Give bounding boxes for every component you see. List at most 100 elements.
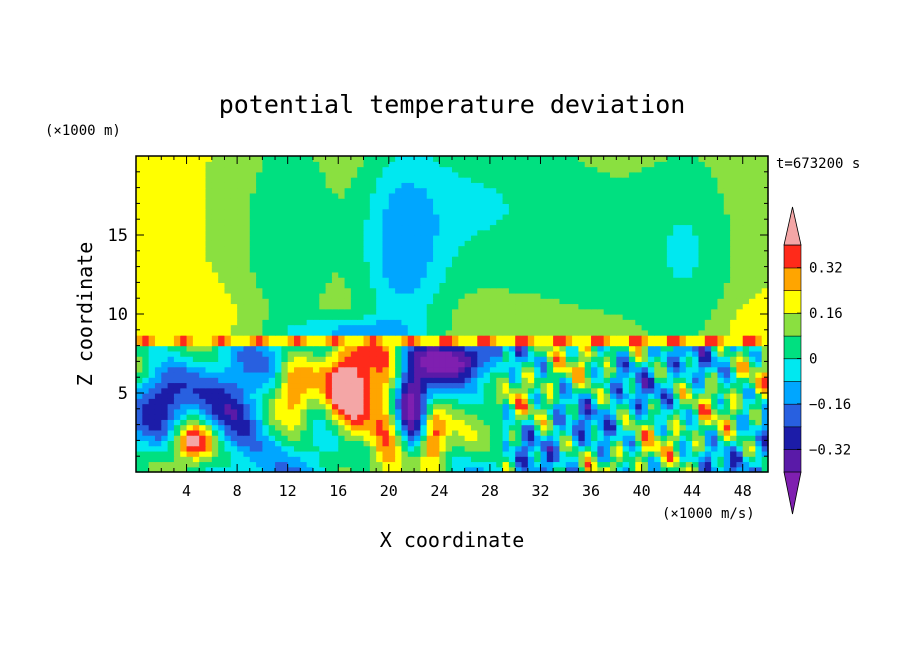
field-cell — [199, 440, 207, 447]
field-cell — [350, 371, 358, 378]
field-cell — [742, 271, 750, 278]
field-cell — [679, 219, 687, 226]
field-cell — [553, 366, 561, 373]
field-cell — [679, 398, 687, 405]
field-cell — [578, 261, 586, 268]
field-cell — [534, 298, 542, 305]
field-cell — [534, 229, 542, 236]
field-cell — [256, 466, 263, 473]
field-cell — [736, 213, 744, 220]
field-cell — [717, 361, 725, 368]
field-cell — [230, 435, 238, 441]
field-cell — [559, 292, 567, 299]
field-cell — [142, 456, 150, 463]
field-cell — [565, 335, 573, 341]
field-cell — [458, 398, 466, 405]
field-cell — [692, 271, 700, 278]
field-cell — [243, 256, 251, 262]
field-cell — [641, 403, 649, 410]
field-cell — [192, 419, 200, 426]
field-cell — [679, 287, 687, 294]
field-cell — [262, 324, 270, 331]
field-cell — [256, 298, 263, 305]
field-cell — [660, 282, 668, 289]
field-cell — [237, 398, 245, 405]
field-cell — [388, 282, 396, 289]
field-cell — [679, 424, 687, 431]
field-cell — [521, 414, 529, 420]
field-cell — [382, 287, 390, 294]
field-cell — [262, 219, 270, 226]
field-cell — [572, 335, 579, 341]
field-cell — [508, 271, 516, 278]
field-cell — [401, 440, 409, 447]
field-cell — [749, 356, 756, 362]
field-cell — [211, 419, 219, 426]
field-cell — [692, 292, 700, 299]
field-cell — [546, 250, 554, 257]
field-cell — [673, 377, 681, 384]
field-cell — [256, 271, 263, 278]
field-cell — [749, 271, 756, 278]
field-cell — [584, 335, 592, 341]
field-cell — [331, 393, 339, 399]
field-cell — [730, 229, 737, 236]
field-cell — [603, 450, 611, 457]
field-cell — [698, 261, 706, 268]
field-cell — [610, 393, 617, 399]
field-cell — [572, 456, 579, 463]
field-cell — [275, 229, 282, 236]
field-cell — [736, 224, 744, 231]
field-cell — [363, 445, 371, 452]
field-cell — [420, 224, 428, 231]
field-cell — [654, 335, 662, 341]
field-cell — [192, 398, 200, 405]
field-cell — [673, 371, 681, 378]
field-cell — [192, 292, 200, 299]
field-cell — [319, 271, 327, 278]
field-cell — [578, 387, 586, 394]
field-cell — [464, 387, 472, 394]
field-cell — [350, 298, 358, 305]
field-cell — [692, 340, 700, 347]
field-cell — [685, 424, 693, 431]
field-cell — [534, 456, 542, 463]
field-cell — [148, 414, 156, 420]
field-cell — [622, 435, 630, 441]
field-cell — [489, 282, 497, 289]
field-cell — [369, 408, 377, 415]
field-cell — [534, 287, 542, 294]
field-cell — [173, 213, 181, 220]
field-cell — [654, 450, 662, 457]
field-cell — [628, 219, 636, 226]
field-cell — [306, 256, 314, 262]
field-cell — [477, 435, 485, 441]
field-cell — [603, 350, 611, 357]
y-axis-label: Z coordinate — [73, 242, 97, 387]
field-cell — [211, 377, 219, 384]
field-cell — [660, 250, 668, 257]
field-cell — [749, 461, 756, 468]
field-cell — [218, 340, 226, 347]
field-cell — [173, 377, 181, 384]
field-cell — [186, 250, 194, 257]
field-cell — [502, 256, 510, 262]
field-cell — [256, 461, 263, 468]
field-cell — [445, 424, 453, 431]
field-cell — [527, 387, 535, 394]
field-cell — [483, 245, 491, 252]
field-cell — [628, 282, 636, 289]
field-cell — [281, 445, 289, 452]
field-cell — [698, 371, 706, 378]
field-cell — [553, 213, 561, 220]
field-cell — [717, 366, 725, 373]
field-cell — [666, 213, 674, 220]
field-cell — [673, 335, 681, 341]
field-cell — [616, 282, 624, 289]
field-cell — [218, 282, 226, 289]
field-cell — [704, 250, 712, 257]
field-cell — [294, 387, 301, 394]
field-cell — [376, 414, 384, 420]
field-cell — [742, 382, 750, 389]
field-cell — [546, 208, 554, 215]
